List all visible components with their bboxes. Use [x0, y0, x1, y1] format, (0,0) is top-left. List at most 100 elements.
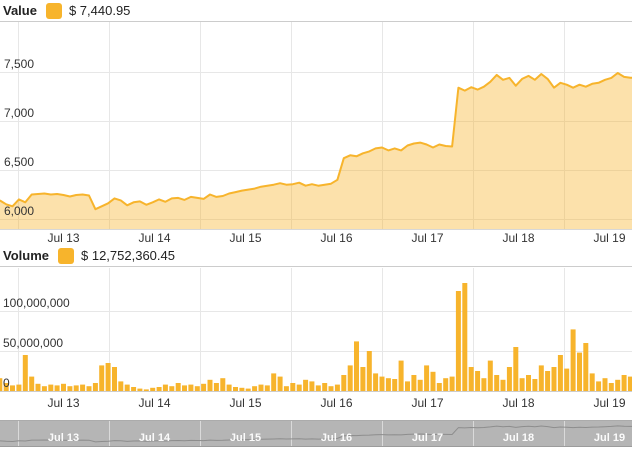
volume-bar[interactable]: [322, 383, 328, 391]
volume-bar[interactable]: [169, 386, 175, 391]
volume-bar[interactable]: [92, 383, 98, 391]
volume-bar[interactable]: [188, 384, 194, 391]
volume-bar[interactable]: [303, 379, 309, 391]
volume-bar[interactable]: [443, 378, 449, 391]
volume-bar[interactable]: [226, 384, 232, 391]
volume-bar[interactable]: [500, 379, 506, 391]
volume-bar[interactable]: [475, 371, 481, 391]
volume-bar[interactable]: [118, 381, 124, 391]
volume-bar[interactable]: [506, 367, 512, 391]
volume-bar[interactable]: [112, 367, 117, 391]
volume-bar[interactable]: [86, 386, 92, 391]
volume-bar[interactable]: [398, 360, 404, 391]
volume-bar[interactable]: [175, 383, 181, 391]
volume-bar[interactable]: [577, 352, 582, 391]
volume-bar[interactable]: [334, 384, 340, 391]
volume-bar[interactable]: [583, 343, 589, 391]
volume-bar[interactable]: [436, 383, 442, 391]
volume-bar[interactable]: [449, 376, 455, 391]
volume-bar[interactable]: [258, 384, 264, 391]
volume-bar[interactable]: [589, 373, 595, 391]
volume-bar[interactable]: [627, 376, 632, 391]
volume-bar[interactable]: [519, 378, 525, 391]
volume-bar[interactable]: [105, 363, 111, 391]
volume-bar[interactable]: [615, 379, 621, 391]
volume-bar[interactable]: [602, 378, 608, 391]
volume-bar[interactable]: [252, 386, 258, 391]
price-area-fill[interactable]: [0, 73, 632, 229]
volume-bar[interactable]: [551, 367, 557, 391]
volume-bar[interactable]: [283, 386, 289, 391]
volume-bar[interactable]: [347, 365, 353, 391]
timeline-navigator-track[interactable]: Jul 13 Jul 14 Jul 15 Jul 16 Jul 17 Jul 18 Jul …: [0, 421, 632, 446]
volume-bar-chart[interactable]: 0 50,000,000 100,000,000 Jul 13 Jul 14 Jul 15…: [0, 268, 632, 410]
volume-bar[interactable]: [373, 373, 379, 391]
volume-bar[interactable]: [564, 368, 570, 391]
volume-bar[interactable]: [538, 365, 544, 391]
volume-bar[interactable]: [3, 383, 9, 391]
volume-bar[interactable]: [328, 386, 334, 391]
volume-bar[interactable]: [61, 383, 66, 391]
volume-bar[interactable]: [99, 365, 105, 391]
volume-bar[interactable]: [532, 379, 538, 391]
volume-bar[interactable]: [315, 385, 321, 391]
volume-bar[interactable]: [35, 383, 41, 391]
volume-bar[interactable]: [271, 373, 277, 391]
navigator-mini-price-line[interactable]: [0, 425, 632, 443]
volume-bar[interactable]: [424, 365, 430, 391]
volume-bar[interactable]: [162, 384, 168, 391]
volume-bar[interactable]: [156, 387, 162, 391]
volume-bar[interactable]: [341, 375, 347, 391]
volume-bar[interactable]: [277, 376, 283, 391]
volume-bar[interactable]: [41, 386, 47, 391]
volume-bar[interactable]: [194, 386, 200, 391]
volume-bar[interactable]: [481, 378, 487, 391]
volume-bar[interactable]: [124, 384, 130, 391]
volume-bar[interactable]: [360, 367, 366, 391]
volume-bar[interactable]: [290, 383, 296, 391]
volume-bar[interactable]: [239, 387, 245, 391]
volume-bar[interactable]: [296, 384, 302, 391]
volume-bar[interactable]: [608, 383, 614, 391]
price-line[interactable]: [0, 72, 632, 211]
volume-bar[interactable]: [264, 385, 270, 391]
volume-bar[interactable]: [621, 375, 627, 391]
volume-bar[interactable]: [48, 384, 54, 391]
volume-bar[interactable]: [29, 376, 35, 391]
volume-bar[interactable]: [233, 387, 238, 391]
volume-bar[interactable]: [385, 378, 391, 391]
volume-bar[interactable]: [0, 378, 3, 391]
volume-bar[interactable]: [487, 360, 493, 391]
volume-bar[interactable]: [207, 379, 213, 391]
volume-bar[interactable]: [182, 385, 187, 391]
volume-bar[interactable]: [596, 381, 602, 391]
volume-bar[interactable]: [557, 355, 563, 391]
volume-bar[interactable]: [54, 385, 60, 391]
volume-bar[interactable]: [417, 379, 423, 391]
volume-bar[interactable]: [73, 385, 79, 391]
volume-bar[interactable]: [430, 371, 436, 391]
volume-bar[interactable]: [245, 388, 251, 391]
volume-bar[interactable]: [462, 283, 468, 391]
volume-bar[interactable]: [468, 367, 474, 391]
volume-bar[interactable]: [16, 384, 22, 391]
volume-bar[interactable]: [570, 329, 576, 391]
volume-bar[interactable]: [455, 291, 461, 391]
volume-bar[interactable]: [309, 381, 315, 391]
volume-bar[interactable]: [405, 381, 410, 391]
volume-bar[interactable]: [220, 378, 226, 391]
volume-bar[interactable]: [411, 375, 417, 391]
volume-bar[interactable]: [494, 375, 500, 391]
volume-bar[interactable]: [526, 375, 531, 391]
volume-bar[interactable]: [201, 383, 207, 391]
volume-bar[interactable]: [67, 386, 73, 391]
volume-bar[interactable]: [379, 376, 385, 391]
volume-bar[interactable]: [22, 355, 28, 391]
volume-bar[interactable]: [143, 389, 149, 391]
volume-bar[interactable]: [545, 371, 551, 391]
volume-bars[interactable]: [0, 283, 632, 391]
volume-bar[interactable]: [80, 384, 86, 391]
volume-bar[interactable]: [137, 388, 143, 391]
volume-bar[interactable]: [131, 387, 137, 391]
